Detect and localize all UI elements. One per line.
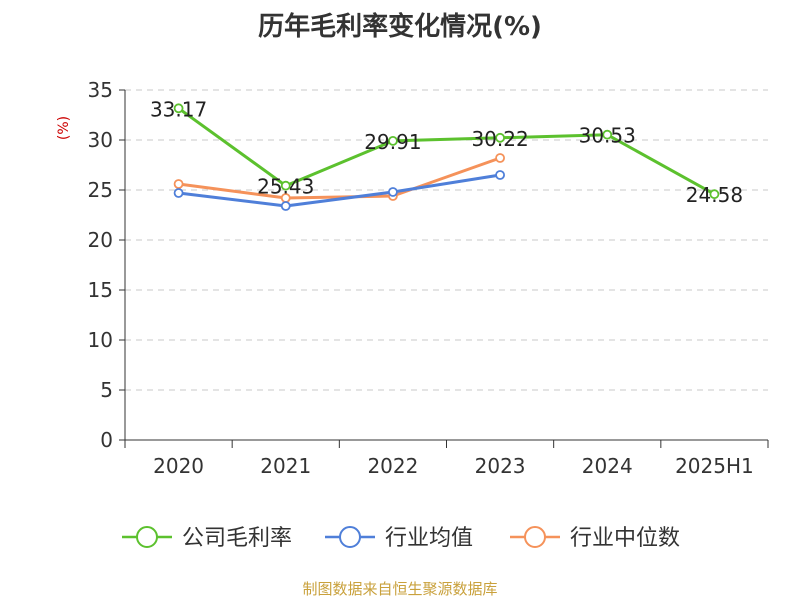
legend-marker[interactable] bbox=[136, 526, 158, 548]
x-tick-label: 2020 bbox=[153, 454, 204, 478]
data-point[interactable] bbox=[173, 179, 184, 189]
y-unit-label: (%) bbox=[56, 116, 72, 140]
axis-layer: 0 5 10 15 20 25 30 35 2020 2021 2022 2023 2024 2025H1… bbox=[56, 78, 769, 478]
y-tick-label: 5 bbox=[100, 378, 113, 402]
series-line-0 bbox=[177, 107, 716, 196]
data-point[interactable] bbox=[173, 188, 184, 198]
data-label: 33.17 bbox=[150, 97, 207, 121]
data-point[interactable] bbox=[173, 103, 184, 114]
y-tick-label: 25 bbox=[88, 178, 113, 202]
y-tick-label: 15 bbox=[88, 278, 113, 302]
data-point[interactable] bbox=[602, 129, 613, 140]
x-tick-label: 2021 bbox=[260, 454, 311, 478]
data-label: 25.43 bbox=[257, 175, 314, 199]
series-line-1 bbox=[178, 173, 501, 208]
data-point[interactable] bbox=[388, 187, 398, 197]
data-point[interactable] bbox=[388, 135, 398, 146]
legend-label[interactable]: 公司毛利率 bbox=[182, 526, 292, 551]
y-tick-label: 10 bbox=[88, 328, 113, 352]
grid-layer bbox=[125, 89, 768, 391]
y-tick-label: 30 bbox=[88, 128, 113, 152]
x-tick-label: 2023 bbox=[475, 454, 526, 478]
legend: 公司毛利率 行业均值 行业中位数 bbox=[122, 526, 680, 551]
source-footer: 制图数据来自恒生聚源数据库 bbox=[302, 580, 498, 598]
y-tick-label: 20 bbox=[88, 228, 113, 252]
series-layer bbox=[173, 103, 720, 211]
data-label: 30.22 bbox=[471, 127, 528, 151]
y-tick-label: 0 bbox=[100, 428, 113, 452]
data-label: 30.53 bbox=[579, 124, 636, 148]
data-label-layer: 33.17 25.43 29.91 30.22 30.53 24.58 bbox=[150, 97, 743, 207]
data-label: 29.91 bbox=[364, 130, 421, 154]
data-label: 24.58 bbox=[686, 183, 743, 207]
legend-label[interactable]: 行业中位数 bbox=[570, 526, 680, 551]
data-point[interactable] bbox=[495, 153, 505, 163]
x-tick-label: 2022 bbox=[367, 454, 418, 478]
legend-label[interactable]: 行业均值 bbox=[385, 526, 473, 551]
y-tick-label: 35 bbox=[88, 78, 113, 102]
data-point[interactable] bbox=[280, 180, 291, 191]
data-point[interactable] bbox=[280, 201, 291, 211]
data-point[interactable] bbox=[495, 170, 505, 180]
legend-marker[interactable] bbox=[339, 526, 361, 548]
legend-marker[interactable] bbox=[524, 526, 546, 548]
x-tick-label: 2024 bbox=[582, 454, 633, 478]
data-point[interactable] bbox=[495, 132, 505, 143]
chart-title: 历年毛利率变化情况(%) bbox=[258, 12, 542, 42]
x-tick-label: 2025H1 bbox=[675, 454, 754, 478]
series-line-2 bbox=[178, 156, 501, 200]
data-point[interactable] bbox=[709, 189, 720, 200]
